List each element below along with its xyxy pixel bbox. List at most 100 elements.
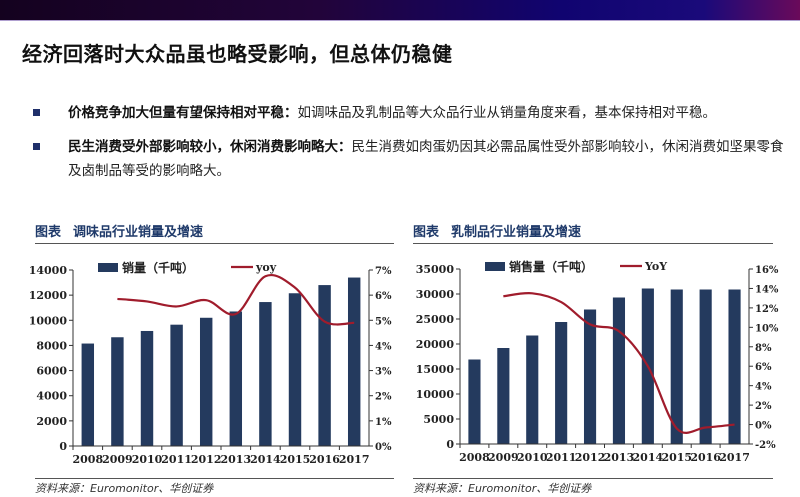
chart-1-y2tick-label: 6% <box>375 291 392 302</box>
chart-2-title: 图表 乳制品行业销量及增速 <box>413 221 581 240</box>
chart-1-legend-line-label: yoy <box>255 261 277 274</box>
chart-1-ytick-label: 12000 <box>29 289 68 302</box>
chart-1-y2tick-label: 0% <box>375 442 392 453</box>
chart-2-bar-2011 <box>555 322 568 444</box>
chart-1-title-text: 调味品行业销量及增速 <box>73 225 204 240</box>
chart-2-y2tick-label: 14% <box>755 284 779 295</box>
chart-2-y2tick-label: 16% <box>755 265 779 276</box>
chart-2-ytick-label: 25000 <box>416 313 455 326</box>
chart-2-line-YoY <box>503 292 735 434</box>
chart-1-bar-2013 <box>229 311 243 446</box>
chart-1-xtick-label: 2010 <box>132 453 163 466</box>
chart-1-xtick-label: 2013 <box>220 453 251 466</box>
chart-2-y2tick-label: 2% <box>755 401 772 412</box>
bullet-square-icon <box>33 109 40 116</box>
chart-1-xtick-label: 2008 <box>72 453 103 466</box>
chart-1-ytick-label: 14000 <box>29 264 68 277</box>
chart-2-ytick-label: 35000 <box>416 263 455 276</box>
chart-1-y2tick-label: 2% <box>375 392 392 403</box>
chart-1-xtick-label: 2011 <box>161 453 192 466</box>
chart-1-bar-2009 <box>111 337 124 446</box>
chart-1-xtick-label: 2016 <box>309 453 340 466</box>
chart-1-title-rule <box>35 243 394 244</box>
chart-2-bar-2010 <box>526 335 539 444</box>
chart-1-source: 资料来源：Euromonitor、华创证券 <box>35 482 214 495</box>
bullet-1-text: 如调味品及乳制品等大众品行业从销量角度来看，基本保持相对平稳。 <box>297 105 717 121</box>
chart-2-xtick-label: 2009 <box>488 451 519 464</box>
chart-1-xtick-label: 2014 <box>250 453 281 466</box>
chart-1-y2tick-label: 4% <box>375 341 392 352</box>
chart-1-xtick-label: 2017 <box>339 453 370 466</box>
chart-2-y2tick-label: 6% <box>755 362 772 373</box>
chart-1-label: 图表 <box>35 225 62 240</box>
chart-2-y2tick-label: 12% <box>755 304 779 315</box>
chart-2-xtick-label: 2008 <box>459 451 490 464</box>
bullet-1-bold: 价格竞争加大但量有望保持相对平稳： <box>68 105 298 121</box>
chart-2-y2tick-label: 4% <box>755 382 772 393</box>
chart-2-y2tick-label: 10% <box>755 323 779 334</box>
chart-2-ytick-label: 10000 <box>416 388 455 401</box>
chart-2-bar-2015 <box>670 289 683 444</box>
chart-1-bar-2016 <box>318 285 331 446</box>
chart-2-source: 资料来源：Euromonitor、华创证券 <box>413 482 592 495</box>
chart-2-xtick-label: 2013 <box>604 451 635 464</box>
chart-2-xtick-label: 2014 <box>633 451 664 464</box>
chart-1-xtick-label: 2009 <box>102 453 133 466</box>
chart-2-bar-2013 <box>612 297 626 444</box>
chart-1-bar-2008 <box>81 343 95 446</box>
chart-1-y2tick-label: 1% <box>375 417 392 428</box>
chart-2-bar-2016 <box>699 289 712 444</box>
chart-2-ytick-label: 30000 <box>416 288 455 301</box>
chart-1-y2tick-label: 7% <box>375 266 392 277</box>
chart-2-y2tick-label: 0% <box>755 421 772 432</box>
chart-2-y2tick-label: -2% <box>755 440 776 451</box>
chart-2-xtick-label: 2012 <box>575 451 606 464</box>
chart-2-y2tick-label: 8% <box>755 343 772 354</box>
chart-1-xtick-label: 2012 <box>191 453 222 466</box>
top-banner <box>0 0 800 21</box>
chart-2-title-rule <box>413 243 773 244</box>
chart-1-ytick-label: 0 <box>59 440 67 453</box>
chart-1-ytick-label: 6000 <box>36 365 67 378</box>
chart-1-ytick-label: 2000 <box>36 415 67 428</box>
chart-1-line-yoy <box>117 274 355 326</box>
page-title: 经济回落时大众品虽也略受影响，但总体仍稳健 <box>22 42 453 66</box>
chart-2-ytick-label: 5000 <box>423 413 454 426</box>
chart-1-source-rule <box>35 478 394 479</box>
chart-1-bar-2012 <box>199 317 213 446</box>
chart-2-title-text: 乳制品行业销量及增速 <box>451 225 582 240</box>
chart-1-ytick-label: 8000 <box>36 339 67 352</box>
chart-1-y2tick-label: 3% <box>375 367 392 378</box>
chart-2-xtick-label: 2016 <box>690 451 721 464</box>
bullet-square-icon <box>33 143 40 150</box>
chart-1-bar-2017 <box>347 277 361 446</box>
chart-2-ytick-label: 15000 <box>416 363 455 376</box>
chart-1-bar-2014 <box>259 302 272 446</box>
chart-2-legend-bar-swatch <box>485 262 505 271</box>
chart-2-legend-line-label: YoY <box>644 260 667 273</box>
chart-1-legend-bar-label: 销量（千吨） <box>122 260 194 275</box>
bullet-2-text: 民生消费如肉蛋奶因其必需品属性受外部影响较小，休闲消费如坚果零食及卤制品等受的影… <box>68 139 784 179</box>
chart-2-xtick-label: 2011 <box>546 451 577 464</box>
chart-2-xtick-label: 2017 <box>719 451 750 464</box>
chart-2-ytick-label: 20000 <box>416 338 455 351</box>
chart-1-legend-bar-swatch <box>98 263 118 272</box>
bullet-2-bold: 民生消费受外部影响较小，休闲消费影响略大： <box>68 139 352 155</box>
chart-1-xtick-label: 2015 <box>280 453 311 466</box>
chart-2-source-rule <box>413 478 773 479</box>
chart-1-ytick-label: 10000 <box>29 314 68 327</box>
chart-2-legend-bar-label: 销售量（千吨） <box>509 259 593 274</box>
chart-2-xtick-label: 2015 <box>661 451 692 464</box>
chart-1-bar-2011 <box>170 324 183 446</box>
chart-2-bar-2009 <box>497 348 510 444</box>
chart-1-ytick-label: 4000 <box>36 390 67 403</box>
chart-2-bar-2012 <box>583 309 597 444</box>
chart-2-bar-2017 <box>728 289 741 444</box>
chart-2-label: 图表 <box>413 225 440 240</box>
chart-1-title: 图表 调味品行业销量及增速 <box>35 221 203 240</box>
chart-1-bar-2010 <box>140 330 154 446</box>
chart-2-xtick-label: 2010 <box>517 451 548 464</box>
chart-2-bar-2008 <box>468 359 481 444</box>
chart-2-ytick-label: 0 <box>446 438 454 451</box>
